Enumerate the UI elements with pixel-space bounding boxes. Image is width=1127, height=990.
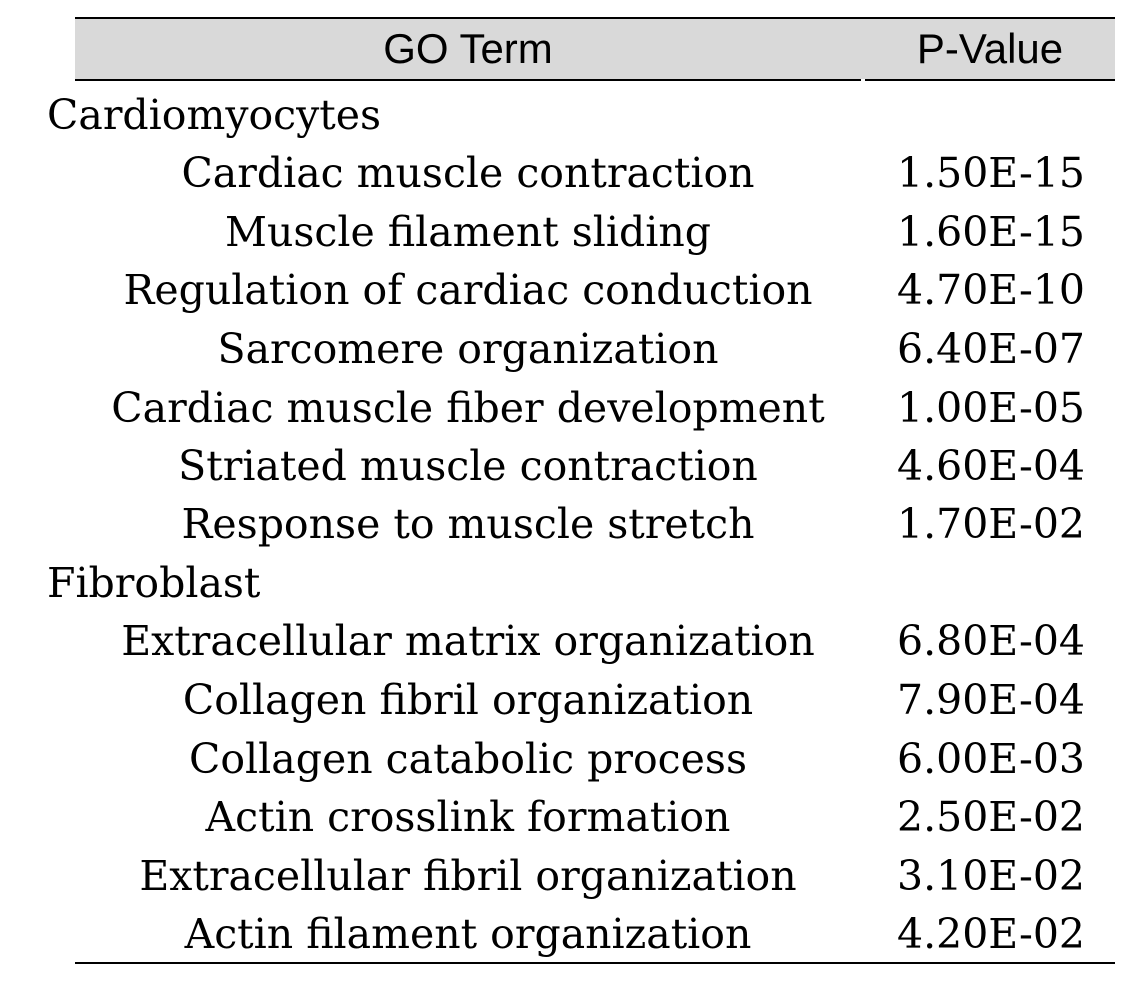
table-row-term: Collagen fibril organization — [182, 676, 754, 724]
table-row-term: Cardiac muscle fiber development — [111, 384, 825, 432]
table-row-pvalue: 4.70E-10 — [896, 266, 1085, 314]
group-label-cardiomyocytes: Cardiomyocytes — [47, 91, 382, 139]
table-row-term: Extracellular matrix organization — [121, 617, 815, 665]
table-row-pvalue: 4.20E-02 — [896, 910, 1085, 958]
table-row-term: Cardiac muscle contraction — [181, 149, 755, 197]
table-row-pvalue: 1.60E-15 — [896, 208, 1085, 256]
table-row-term: Response to muscle stretch — [181, 500, 755, 548]
table-row-pvalue: 6.40E-07 — [896, 325, 1085, 373]
header-rule-term — [75, 79, 861, 81]
group-label-fibroblast: Fibroblast — [47, 559, 261, 607]
table-row-pvalue: 1.70E-02 — [896, 500, 1085, 548]
table-row-term: Regulation of cardiac conduction — [123, 266, 813, 314]
table-row-pvalue: 6.80E-04 — [896, 617, 1085, 665]
table-row-pvalue: 1.50E-15 — [896, 149, 1085, 197]
table-row-term: Striated muscle contraction — [178, 442, 758, 490]
table-row-pvalue: 1.00E-05 — [896, 384, 1085, 432]
table-header-background — [75, 19, 1115, 79]
table-row-term: Actin crosslink formation — [205, 793, 731, 841]
table-top-rule — [75, 17, 1115, 19]
table-row-term: Collagen catabolic process — [189, 735, 747, 783]
table-row-pvalue: 6.00E-03 — [896, 735, 1085, 783]
table-bottom-rule — [75, 962, 1115, 964]
table-row-pvalue: 7.90E-04 — [896, 676, 1085, 724]
column-header-p-value: P-Value — [916, 25, 1064, 72]
table-row-term: Muscle filament sliding — [224, 208, 712, 256]
table-row-term: Actin filament organization — [184, 910, 752, 958]
header-rule-pvalue — [865, 79, 1115, 81]
table-row-pvalue: 4.60E-04 — [896, 442, 1085, 490]
table-row-pvalue: 3.10E-02 — [896, 852, 1085, 900]
table-row-term: Sarcomere organization — [217, 325, 719, 373]
column-header-go-term: GO Term — [383, 25, 553, 72]
table-row-term: Extracellular fibril organization — [139, 852, 797, 900]
table-row-pvalue: 2.50E-02 — [896, 793, 1085, 841]
